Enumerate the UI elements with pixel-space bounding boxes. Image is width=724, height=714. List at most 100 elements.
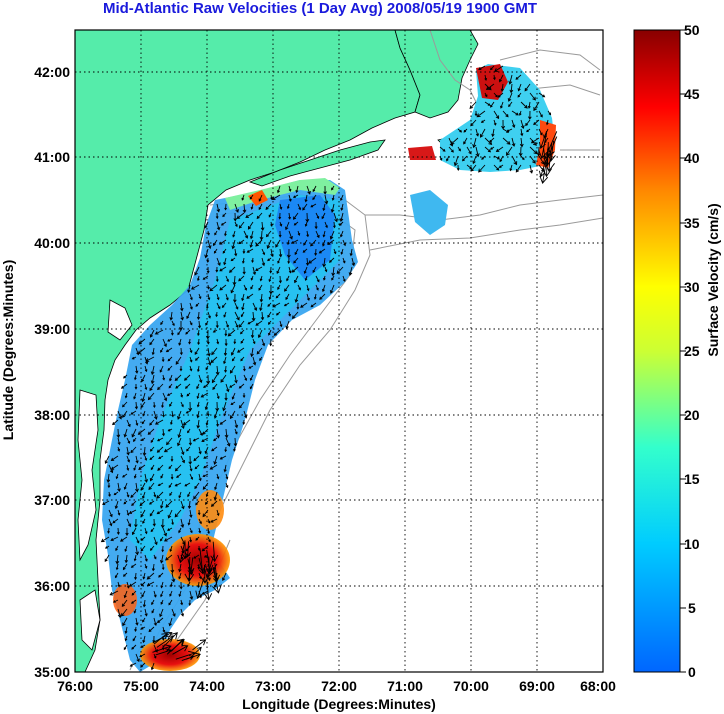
velocity-arrow	[185, 329, 191, 335]
velocity-arrow	[252, 266, 257, 276]
velocity-arrow	[135, 653, 140, 663]
velocity-arrow	[128, 509, 137, 514]
velocity-arrow	[196, 419, 200, 429]
velocity-arrow	[196, 311, 201, 320]
velocity-arrow	[323, 185, 327, 195]
velocity-arrow	[493, 92, 498, 98]
velocity-arrow	[130, 491, 137, 498]
velocity-arrow	[479, 128, 486, 138]
velocity-arrow	[250, 203, 254, 210]
velocity-arrow	[169, 590, 173, 597]
velocity-arrow	[234, 374, 238, 384]
velocity-arrow	[149, 473, 155, 482]
velocity-arrow	[175, 383, 182, 389]
velocity-arrow	[219, 284, 227, 291]
velocity-arrow	[117, 509, 121, 516]
velocity-arrow	[180, 302, 184, 312]
velocity-arrow	[475, 128, 480, 137]
velocity-arrow	[269, 284, 273, 295]
velocity-arrow	[170, 473, 174, 480]
velocity-arrow	[124, 545, 128, 552]
velocity-arrow	[276, 266, 281, 274]
velocity-arrow	[322, 257, 327, 268]
velocity-arrow	[267, 302, 272, 307]
velocity-arrow	[126, 419, 131, 428]
velocity-arrow	[130, 410, 137, 415]
velocity-arrow	[225, 473, 229, 480]
velocity-arrow	[134, 572, 138, 581]
delaware-bay	[107, 299, 133, 341]
velocity-arrow	[232, 230, 236, 238]
colorbar: 50 45 40 35 30 25 20 15 10 5 0 Surface V…	[633, 22, 721, 680]
y-axis: 42:00 41:00 40:00 39:00 38:00 37:00 36:0…	[0, 64, 70, 680]
velocity-arrow	[213, 437, 218, 442]
velocity-arrow	[321, 284, 326, 293]
velocity-arrow	[331, 185, 335, 191]
velocity-arrow	[333, 212, 338, 223]
velocity-arrow	[107, 527, 110, 534]
velocity-arrow	[474, 110, 478, 117]
velocity-arrow	[225, 383, 230, 393]
velocity-arrow	[159, 608, 164, 618]
velocity-arrow	[112, 419, 119, 426]
velocity-arrow	[547, 110, 552, 116]
velocity-arrow	[160, 599, 164, 605]
velocity-arrow	[502, 110, 509, 118]
velocity-arrow	[170, 456, 174, 462]
velocity-arrow	[133, 473, 137, 479]
velocity-arrow	[189, 365, 193, 372]
velocity-arrow	[305, 212, 310, 223]
velocity-arrow	[293, 257, 299, 264]
velocity-arrow	[179, 366, 183, 372]
velocity-arrow	[178, 338, 182, 346]
velocity-arrow	[149, 419, 155, 426]
velocity-arrow	[207, 293, 211, 301]
velocity-arrow	[248, 365, 254, 369]
velocity-arrow	[518, 146, 523, 157]
velocity-arrow	[175, 356, 182, 365]
velocity-arrow	[207, 239, 212, 250]
velocity-arrow	[121, 599, 128, 607]
velocity-arrow	[161, 428, 166, 437]
velocity-arrow	[484, 101, 491, 106]
velocity-arrow	[186, 392, 191, 397]
velocity-arrow	[233, 338, 237, 345]
velocity-arrow	[156, 446, 164, 453]
velocity-arrow	[180, 311, 184, 321]
velocity-arrow	[154, 419, 164, 425]
velocity-arrow	[484, 92, 488, 98]
coverage-hotspot-ny	[248, 190, 268, 206]
velocity-arrow	[215, 365, 220, 376]
velocity-arrow	[148, 500, 155, 505]
velocity-arrow	[236, 347, 245, 353]
velocity-arrow	[178, 563, 182, 573]
velocity-arrow	[189, 509, 193, 518]
velocity-arrow	[256, 212, 263, 220]
velocity-arrow	[315, 230, 320, 239]
velocity-arrow	[142, 599, 146, 608]
velocity-arrow	[185, 410, 191, 414]
velocity-arrow	[179, 581, 183, 590]
velocity-arrow	[169, 581, 173, 588]
velocity-arrow	[140, 581, 146, 587]
velocity-arrow	[288, 185, 292, 192]
velocity-arrow	[456, 164, 460, 172]
velocity-arrow	[138, 338, 146, 345]
colorbar-tick-label: 35	[684, 215, 700, 231]
velocity-arrow	[472, 137, 477, 149]
velocity-arrow	[519, 137, 524, 148]
velocity-arrow	[219, 239, 227, 245]
velocity-arrow	[476, 110, 486, 118]
cape-cod	[394, 30, 479, 119]
velocity-arrow	[116, 428, 121, 439]
x-tick-label: 71:00	[387, 678, 423, 694]
velocity-arrow	[197, 548, 207, 573]
velocity-arrow	[225, 482, 229, 489]
velocity-arrow	[252, 302, 258, 312]
velocity-arrow	[197, 545, 201, 551]
velocity-arrow	[168, 617, 173, 627]
velocity-arrow	[329, 284, 335, 294]
velocity-arrow	[206, 410, 210, 417]
velocity-arrow	[543, 131, 558, 160]
velocity-arrow	[167, 509, 173, 519]
